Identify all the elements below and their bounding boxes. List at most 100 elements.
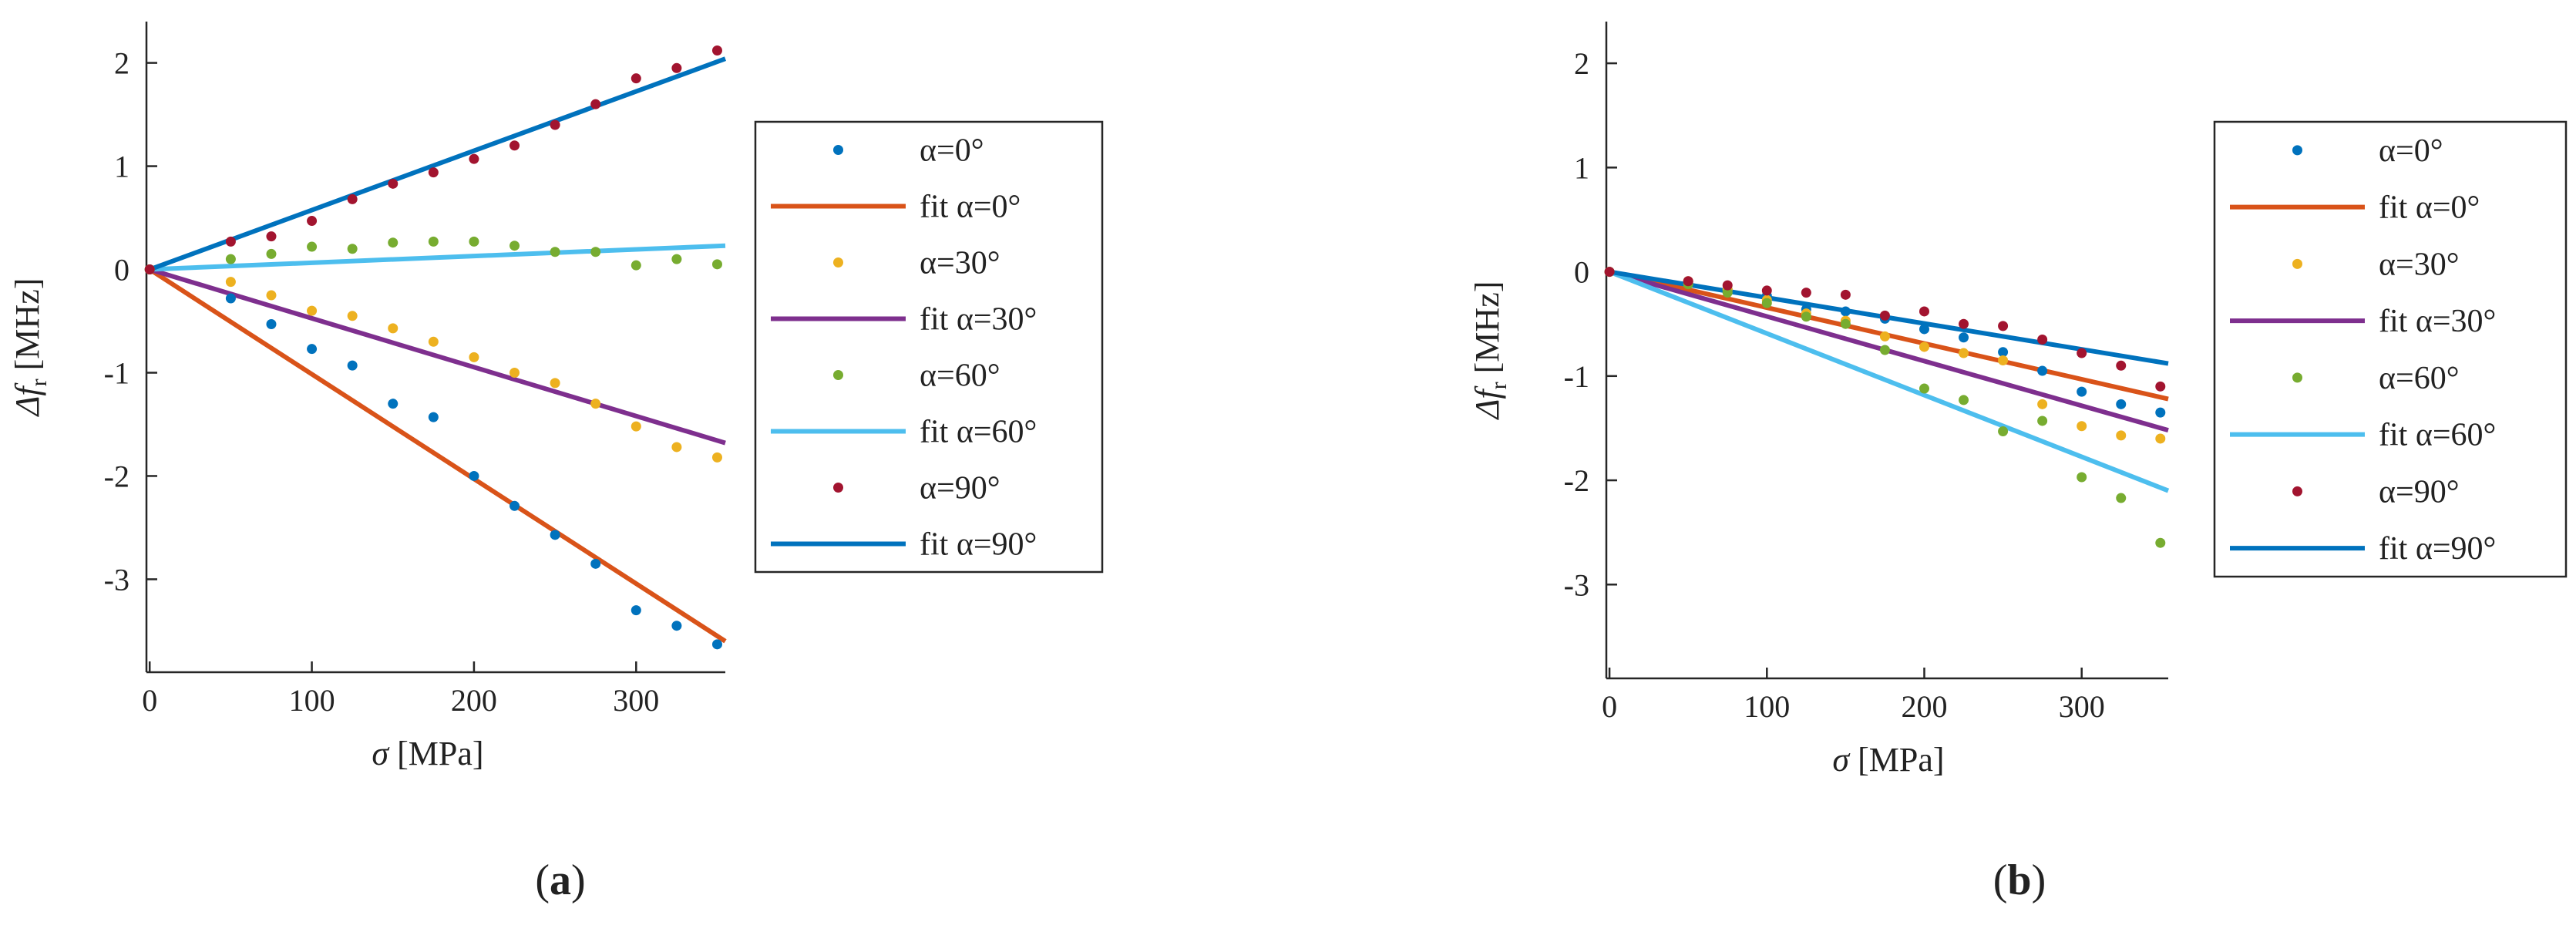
panel-label-close: ) [571, 856, 586, 904]
y-tick-label: -1 [1564, 359, 1589, 394]
legend-label: α=60° [920, 358, 1000, 394]
data-point-c90 [469, 153, 479, 164]
data-point-c90 [1840, 289, 1851, 300]
x-tick-label: 300 [613, 683, 659, 718]
data-point-c0 [2155, 407, 2166, 418]
legend-label: fit α=0° [2379, 190, 2480, 226]
legend-label: fit α=30° [2379, 304, 2496, 339]
data-point-c60 [347, 244, 358, 254]
data-point-c90 [1998, 321, 2009, 331]
data-point-c90 [590, 99, 601, 109]
legend-label: α=0° [2379, 133, 2443, 169]
legend-label: α=60° [2379, 361, 2460, 396]
y-tick-label: 1 [114, 150, 129, 184]
x-axis-unit: [MPa] [1849, 741, 1944, 779]
data-point-c0 [631, 605, 641, 616]
data-point-c30 [1998, 355, 2009, 366]
fit-line-f90 [149, 56, 727, 272]
data-point-c0 [2077, 386, 2087, 397]
data-point-c60 [1840, 318, 1851, 329]
data-point-c90 [1761, 285, 1772, 296]
panel-label-open: ( [1993, 856, 2008, 904]
data-point-c90 [711, 45, 722, 56]
data-point-c60 [631, 260, 641, 271]
legend-marker-c0 [833, 145, 843, 155]
data-point-c0 [266, 319, 277, 330]
legend-label: α=30° [2379, 247, 2460, 282]
y-tick-label: -2 [1564, 463, 1589, 498]
legend: α=0° fit α=0° α=30° fit α=30° α=60° fit α=60°… [754, 120, 1104, 574]
fit-line-f60 [1608, 269, 2170, 493]
y-tick-label: 0 [114, 253, 129, 288]
data-point-c0 [2037, 365, 2048, 376]
data-point-c90 [2077, 348, 2087, 358]
legend-label: fit α=30° [920, 302, 1037, 338]
data-point-c90 [1959, 318, 1969, 329]
data-point-c60 [428, 236, 439, 247]
data-point-c30 [671, 442, 682, 453]
data-point-c90 [144, 264, 155, 275]
data-point-c30 [509, 367, 520, 378]
data-point-c60 [2155, 537, 2166, 548]
legend-marker-c90 [2292, 486, 2302, 496]
data-point-c30 [225, 277, 236, 288]
x-tick-label: 300 [2059, 689, 2105, 724]
legend: α=0° fit α=0° α=30° fit α=30° α=60° fit α=60°… [2213, 120, 2568, 578]
data-point-c60 [388, 237, 399, 248]
data-point-c0 [1840, 306, 1851, 317]
panel-label: (b) [1993, 856, 2046, 904]
legend-marker-c60 [833, 370, 843, 380]
y-tick-label: -3 [1564, 567, 1589, 602]
data-point-c90 [2037, 334, 2048, 345]
legend-marker-c30 [833, 257, 843, 267]
data-point-c0 [1959, 332, 1969, 343]
y-axis-title: Δfr [MHz] [1468, 281, 1512, 421]
data-point-c0 [711, 639, 722, 650]
data-point-c0 [1998, 347, 2009, 358]
panel-label-letter: b [2007, 856, 2031, 904]
x-tick-label: 100 [1744, 689, 1790, 724]
panel-label-close: ) [2032, 856, 2046, 904]
data-point-c30 [711, 452, 722, 463]
fit-line-f60 [150, 243, 726, 272]
panel-label-open: ( [535, 856, 550, 904]
y-tick-label: -3 [104, 562, 129, 597]
y-axis-unit: [MHz] [1468, 281, 1506, 382]
y-tick-label: 2 [1574, 46, 1589, 81]
x-axis-symbol: σ [1832, 741, 1851, 779]
legend-label: fit α=60° [920, 415, 1037, 450]
data-point-c60 [1998, 426, 2009, 436]
data-point-c60 [2116, 493, 2127, 503]
data-point-c90 [509, 140, 520, 151]
data-point-c90 [1722, 280, 1733, 291]
data-point-c60 [550, 247, 560, 257]
x-tick-label: 200 [1901, 689, 1947, 724]
data-point-c90 [1683, 276, 1693, 287]
data-point-c60 [671, 254, 682, 264]
legend-label: α=0° [920, 133, 984, 169]
fit-line-f30 [149, 267, 726, 446]
data-point-c60 [1722, 288, 1733, 298]
data-point-c0 [671, 621, 682, 631]
legend-label: fit α=60° [2379, 418, 2496, 453]
panel-label-letter: a [550, 856, 571, 904]
legend-label: α=30° [920, 246, 1000, 281]
data-point-c0 [469, 470, 479, 481]
data-point-c90 [428, 167, 439, 178]
data-point-c30 [2155, 433, 2166, 444]
data-point-c60 [469, 236, 479, 247]
data-point-c30 [1919, 342, 1929, 352]
y-axis-subscript: r [26, 379, 52, 386]
x-tick-label: 100 [289, 683, 335, 718]
data-point-c60 [1879, 345, 1890, 355]
data-point-c60 [266, 248, 277, 259]
data-point-c30 [2077, 421, 2087, 432]
data-point-c90 [388, 178, 399, 189]
data-point-c60 [711, 259, 722, 270]
x-axis-title: σ [MPa] [372, 735, 483, 772]
data-point-c90 [347, 193, 358, 204]
legend-label: fit α=90° [920, 527, 1037, 563]
legend-label: fit α=0° [920, 190, 1021, 225]
